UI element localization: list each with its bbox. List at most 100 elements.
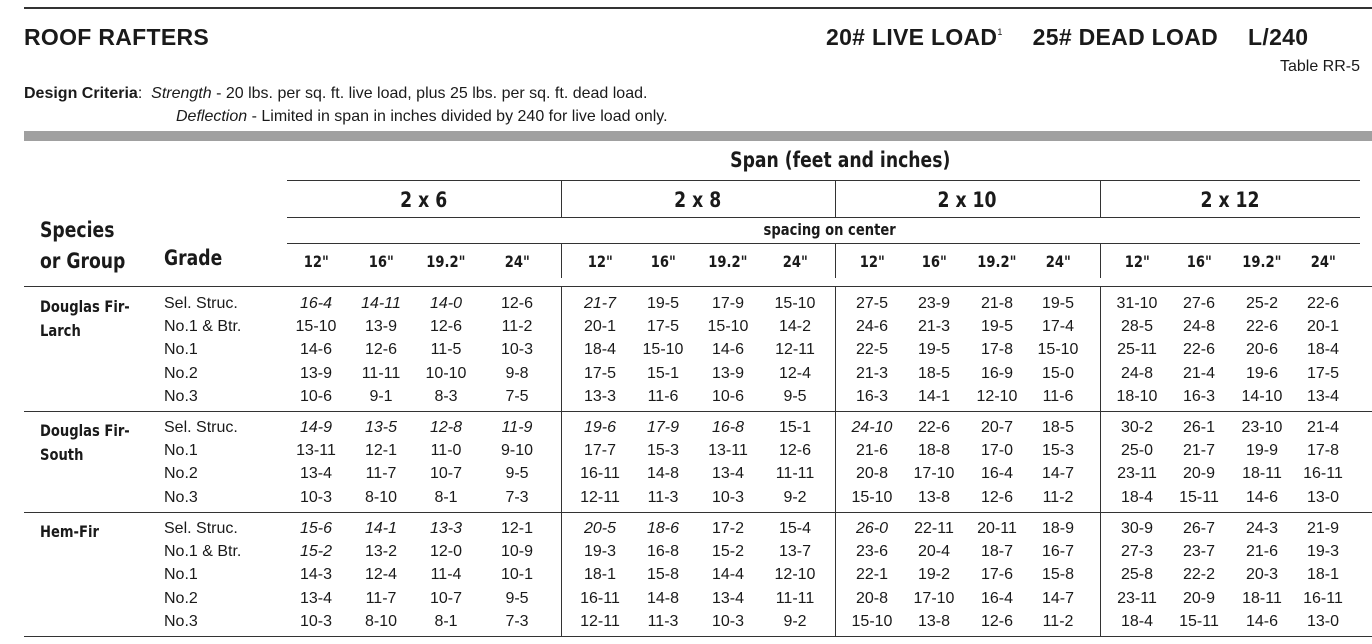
span-value: 15-1 bbox=[646, 364, 680, 382]
span-value: 17-2 bbox=[711, 520, 745, 537]
span-value: 13-2 bbox=[364, 543, 398, 561]
span-value: 21-4 bbox=[1182, 364, 1216, 382]
span-value: 19-3 bbox=[583, 543, 617, 561]
span-value: 22-5 bbox=[855, 341, 889, 359]
span-value: 13-4 bbox=[299, 465, 333, 483]
spacing-label: 12" bbox=[570, 252, 630, 272]
spacing-label-text: 16" bbox=[1186, 252, 1212, 271]
span-value: 8-1 bbox=[434, 612, 458, 630]
span-value: 14-8 bbox=[646, 589, 680, 607]
span-value: 23-9 bbox=[917, 295, 951, 312]
spacing-label: 19.2" bbox=[1232, 252, 1292, 272]
span-value: 11-3 bbox=[647, 612, 679, 630]
header-bottom-rule bbox=[24, 286, 1372, 287]
spacing-label: 19.2" bbox=[967, 252, 1027, 272]
span-value: 14-4 bbox=[711, 566, 745, 584]
spacing-label-text: 19.2" bbox=[977, 252, 1017, 271]
species-name-line: Douglas Fir- bbox=[40, 297, 130, 316]
span-value: 27-6 bbox=[1182, 295, 1216, 312]
span-value: 13-9 bbox=[711, 364, 745, 382]
spacing-label-text: 16" bbox=[368, 252, 394, 271]
span-value: 7-3 bbox=[505, 612, 529, 630]
span-value: 17-5 bbox=[646, 318, 680, 336]
span-value: 21-9 bbox=[1306, 520, 1340, 537]
span-value: 20-5 bbox=[583, 520, 617, 537]
span-value: 10-6 bbox=[299, 387, 333, 405]
span-value: 21-8 bbox=[980, 295, 1014, 312]
span-value: 17-9 bbox=[646, 419, 680, 436]
span-value: 19-5 bbox=[917, 341, 951, 359]
span-value: 13-4 bbox=[1306, 387, 1340, 405]
group-divider bbox=[24, 411, 1372, 412]
span-value: 16-7 bbox=[1041, 543, 1075, 561]
span-value: 9-8 bbox=[505, 364, 529, 382]
span-value: 15-11 bbox=[1179, 612, 1219, 630]
span-value: 15-10 bbox=[774, 295, 816, 312]
span-value: 10-6 bbox=[711, 387, 745, 405]
span-value: 8-1 bbox=[434, 488, 458, 506]
span-value: 13-4 bbox=[711, 465, 745, 483]
span-value: 10-3 bbox=[299, 612, 333, 630]
span-value: 25-0 bbox=[1120, 442, 1154, 460]
span-value: 10-1 bbox=[500, 566, 534, 584]
species-name-line: Hem-Fir bbox=[40, 522, 99, 541]
span-value: 21-3 bbox=[855, 364, 889, 382]
span-value: 11-6 bbox=[1042, 387, 1074, 405]
span-value: 9-10 bbox=[500, 442, 534, 460]
span-value: 15-1 bbox=[778, 419, 812, 436]
spacing-label-text: 24" bbox=[1310, 252, 1336, 271]
span-value: 17-9 bbox=[711, 295, 745, 312]
span-value: 26-0 bbox=[855, 520, 889, 537]
spacing-column-divider bbox=[835, 243, 836, 278]
span-value: 15-4 bbox=[778, 520, 812, 537]
span-value: 19-5 bbox=[980, 318, 1014, 336]
span-value: 12-6 bbox=[980, 488, 1014, 506]
species-heading-line: or Group bbox=[40, 249, 126, 273]
size-heading-text: 2 x 8 bbox=[674, 188, 722, 212]
spacing-label: 24" bbox=[765, 252, 825, 272]
span-value: 11-7 bbox=[365, 589, 397, 607]
span-value: 17-5 bbox=[583, 364, 617, 382]
spacing-label-text: 24" bbox=[504, 252, 530, 271]
span-value: 15-10 bbox=[707, 318, 749, 336]
page-title: ROOF RAFTERS bbox=[24, 24, 210, 50]
spacing-label: 24" bbox=[1028, 252, 1088, 272]
strength-label: Strength bbox=[151, 85, 212, 102]
grade-name: No.3 bbox=[164, 387, 198, 405]
group-divider bbox=[24, 636, 1372, 637]
span-value: 16-9 bbox=[980, 364, 1014, 382]
span-value: 13-0 bbox=[1306, 488, 1340, 506]
span-value: 14-7 bbox=[1041, 465, 1075, 483]
span-value: 21-3 bbox=[917, 318, 951, 336]
grade-name: Sel. Struc. bbox=[164, 419, 238, 436]
span-value: 9-2 bbox=[783, 488, 807, 506]
spacing-column-divider bbox=[1100, 243, 1101, 278]
spacing-label-text: 12" bbox=[303, 252, 329, 271]
live-load-footnote: 1 bbox=[997, 27, 1003, 37]
spacing-label: 24" bbox=[1293, 252, 1353, 272]
top-rule bbox=[24, 7, 1372, 9]
span-value: 27-3 bbox=[1120, 543, 1154, 561]
spacing-column-divider bbox=[561, 243, 562, 278]
spacing-label: 12" bbox=[286, 252, 346, 272]
span-value: 15-6 bbox=[299, 520, 333, 537]
span-value: 10-3 bbox=[500, 341, 534, 359]
span-value: 28-5 bbox=[1120, 318, 1154, 336]
live-load: 20# LIVE LOAD bbox=[826, 24, 998, 50]
criteria-label: Design Criteria bbox=[24, 85, 138, 102]
grade-name: No.1 bbox=[164, 341, 198, 359]
span-value: 20-7 bbox=[980, 419, 1014, 436]
span-value: 11-5 bbox=[430, 341, 462, 359]
span-value: 13-3 bbox=[583, 387, 617, 405]
span-value: 10-7 bbox=[429, 589, 463, 607]
span-value: 17-8 bbox=[980, 341, 1014, 359]
span-value: 19-9 bbox=[1245, 442, 1279, 460]
table-top-band bbox=[24, 131, 1372, 141]
span-value: 31-10 bbox=[1116, 295, 1158, 312]
spacing-label: 12" bbox=[1107, 252, 1167, 272]
span-value: 16-11 bbox=[1303, 465, 1343, 483]
span-value: 10-10 bbox=[425, 364, 467, 382]
span-value: 11-2 bbox=[1042, 488, 1074, 506]
grade-heading-text: Grade bbox=[164, 246, 223, 270]
span-value: 17-5 bbox=[1306, 364, 1340, 382]
